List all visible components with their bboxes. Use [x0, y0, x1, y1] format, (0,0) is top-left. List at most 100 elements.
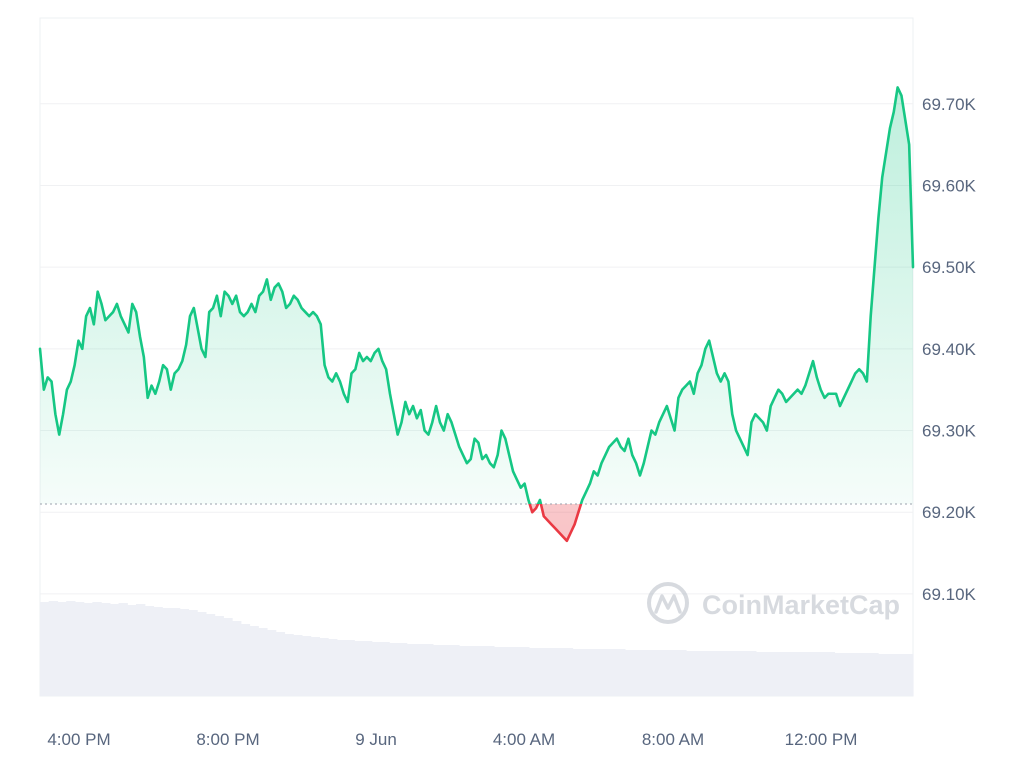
- volume-bar: [747, 651, 757, 696]
- volume-bar: [537, 648, 547, 696]
- volume-bar: [493, 647, 504, 696]
- volume-bar: [380, 642, 390, 696]
- volume-bar: [406, 644, 416, 696]
- volume-bar: [467, 646, 478, 696]
- volume-bar: [258, 628, 268, 696]
- volume-bar: [886, 654, 897, 696]
- volume-bar: [266, 630, 277, 696]
- volume-bar: [677, 650, 687, 696]
- volume-bar: [694, 651, 705, 696]
- x-axis-labels: 4:00 PM 8:00 PM 9 Jun 4:00 AM 8:00 AM 12:00 P…: [47, 730, 857, 749]
- volume-bar: [607, 649, 617, 696]
- volume-bar: [712, 651, 722, 696]
- volume-bar: [345, 640, 355, 696]
- volume-bar: [616, 649, 626, 696]
- volume-bar: [232, 621, 242, 696]
- volume-bar: [869, 653, 879, 696]
- volume-bars: [40, 601, 914, 696]
- watermark: CoinMarketCap: [647, 582, 900, 624]
- volume-bar: [659, 650, 670, 696]
- volume-bar: [782, 652, 792, 696]
- x-tick-label: 8:00 AM: [642, 730, 704, 749]
- volume-bar: [651, 650, 661, 696]
- volume-bar: [686, 651, 696, 696]
- volume-bar: [223, 618, 233, 696]
- volume-bar: [825, 652, 836, 696]
- volume-bar: [799, 652, 809, 696]
- volume-bar: [546, 648, 556, 696]
- volume-bar: [581, 649, 591, 696]
- volume-bar: [109, 604, 120, 696]
- volume-bar: [851, 653, 862, 696]
- y-tick-label: 69.40K: [922, 340, 977, 359]
- volume-bar: [301, 636, 312, 696]
- volume-bar: [179, 609, 190, 696]
- volume-bar: [354, 641, 364, 696]
- volume-bar: [520, 647, 530, 696]
- volume-bar: [415, 644, 425, 696]
- volume-bar: [843, 653, 853, 696]
- volume-bar: [57, 602, 67, 696]
- volume-bar: [397, 643, 408, 696]
- volume-bar: [668, 650, 678, 696]
- y-tick-label: 69.30K: [922, 422, 977, 441]
- volume-bar: [860, 653, 870, 696]
- volume-bar: [729, 651, 739, 696]
- volume-bar: [83, 603, 93, 696]
- volume-bar: [92, 602, 102, 696]
- volume-bar: [293, 635, 303, 696]
- volume-bar: [773, 652, 783, 696]
- volume-bar: [816, 652, 827, 696]
- volume-bar: [633, 650, 643, 696]
- volume-bar: [170, 608, 181, 696]
- volume-bar: [336, 640, 347, 696]
- volume-bar: [511, 647, 521, 696]
- price-area-above: [40, 87, 913, 505]
- volume-bar: [162, 608, 172, 696]
- volume-bar: [284, 634, 294, 696]
- volume-bar: [389, 643, 399, 696]
- volume-bar: [363, 641, 373, 696]
- volume-bar: [240, 624, 251, 696]
- volume-bar: [249, 626, 259, 696]
- volume-bar: [188, 610, 198, 696]
- volume-bar: [589, 649, 600, 696]
- volume-bar: [808, 652, 818, 696]
- volume-bar: [74, 602, 85, 696]
- volume-bar: [459, 646, 469, 696]
- volume-bar: [371, 642, 382, 696]
- volume-bar: [790, 652, 801, 696]
- coinmarketcap-logo-icon: [647, 582, 689, 624]
- volume-bar: [197, 612, 207, 696]
- volume-bar: [328, 639, 338, 696]
- x-tick-label: 4:00 AM: [493, 730, 555, 749]
- volume-bar: [450, 645, 460, 696]
- volume-bar: [310, 637, 320, 696]
- volume-bar: [572, 649, 582, 696]
- volume-bar: [563, 648, 574, 696]
- volume-bar: [642, 650, 652, 696]
- y-tick-label: 69.10K: [922, 585, 977, 604]
- volume-bar: [476, 646, 486, 696]
- volume-bar: [441, 645, 451, 696]
- x-tick-label: 9 Jun: [355, 730, 397, 749]
- volume-bar: [502, 647, 513, 696]
- volume-bar: [555, 648, 565, 696]
- volume-bar: [275, 632, 286, 696]
- x-tick-label: 4:00 PM: [47, 730, 110, 749]
- y-tick-label: 69.70K: [922, 95, 977, 114]
- x-tick-label: 12:00 PM: [785, 730, 858, 749]
- y-tick-label: 69.60K: [922, 176, 977, 195]
- volume-bar: [485, 646, 495, 696]
- volume-bar: [101, 603, 111, 696]
- volume-bar: [144, 606, 155, 696]
- volume-bar: [703, 651, 713, 696]
- y-tick-label: 69.50K: [922, 258, 977, 277]
- watermark-text: CoinMarketCap: [702, 590, 900, 620]
- volume-bar: [904, 654, 914, 696]
- volume-bar: [118, 603, 128, 696]
- volume-bar: [153, 607, 163, 696]
- y-tick-label: 69.20K: [922, 503, 977, 522]
- volume-bar: [432, 645, 443, 696]
